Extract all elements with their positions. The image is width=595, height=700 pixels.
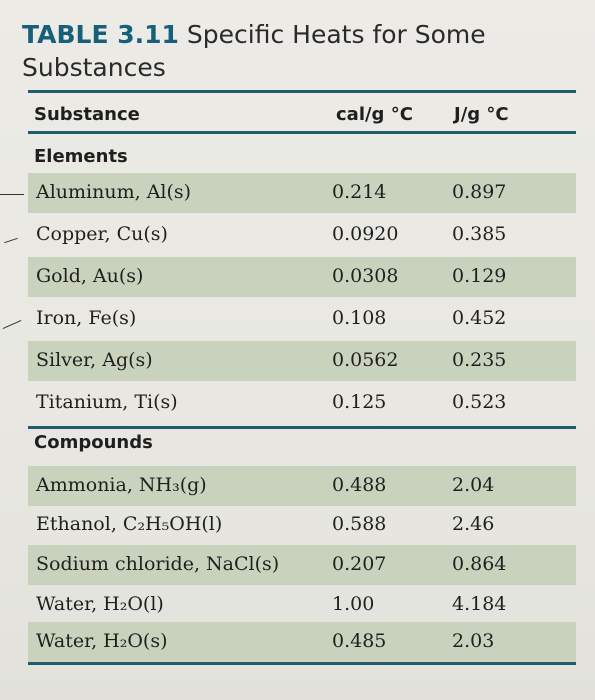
j-cell: 0.864 (452, 553, 507, 575)
top-rule (28, 90, 576, 93)
table-row: Aluminum, Al(s) 0.214 0.897 (28, 173, 576, 213)
j-cell: 0.235 (452, 349, 507, 371)
header-substance: Substance (34, 104, 140, 125)
pencil-mark (0, 194, 24, 195)
substance-cell: Iron, Fe(s) (36, 307, 137, 329)
header-rule (28, 131, 576, 134)
substance-cell: Water, H₂O(s) (36, 630, 168, 652)
table-row: Copper, Cu(s) 0.0920 0.385 (28, 215, 576, 255)
cal-cell: 0.108 (332, 307, 387, 329)
table-row: Water, H₂O(l) 1.00 4.184 (28, 585, 576, 625)
pencil-mark (2, 319, 22, 330)
pencil-mark (4, 237, 18, 244)
cal-cell: 0.0562 (332, 349, 399, 371)
section-rule (28, 426, 576, 429)
table-title-line1: Specific Heats for Some (186, 20, 486, 49)
cal-cell: 0.488 (332, 474, 387, 496)
substance-cell: Ethanol, C₂H₅OH(l) (36, 513, 223, 535)
section-elements-label: Elements (34, 146, 128, 167)
cal-cell: 0.485 (332, 630, 387, 652)
j-cell: 0.452 (452, 307, 507, 329)
j-cell: 0.523 (452, 391, 507, 413)
table-row: Ammonia, NH₃(g) 0.488 2.04 (28, 466, 576, 506)
bottom-rule (28, 662, 576, 665)
table-row: Water, H₂O(s) 0.485 2.03 (28, 622, 576, 662)
section-compounds-label: Compounds (34, 432, 153, 453)
cal-cell: 0.125 (332, 391, 387, 413)
cal-cell: 0.207 (332, 553, 387, 575)
table-row: Silver, Ag(s) 0.0562 0.235 (28, 341, 576, 381)
j-cell: 2.03 (452, 630, 495, 652)
table-row: Sodium chloride, NaCl(s) 0.207 0.864 (28, 545, 576, 585)
j-cell: 2.46 (452, 513, 495, 535)
substance-cell: Titanium, Ti(s) (36, 391, 178, 413)
cal-cell: 0.588 (332, 513, 387, 535)
substance-cell: Copper, Cu(s) (36, 223, 168, 245)
table-row: Gold, Au(s) 0.0308 0.129 (28, 257, 576, 297)
cal-cell: 0.0308 (332, 265, 399, 287)
substance-cell: Gold, Au(s) (36, 265, 144, 287)
header-j-per-g-c: J/g °C (454, 104, 509, 125)
table-row: Iron, Fe(s) 0.108 0.452 (28, 299, 576, 339)
table-title-line2: Substances (22, 53, 166, 82)
table-label: TABLE 3.11 (22, 20, 179, 49)
j-cell: 0.897 (452, 181, 507, 203)
table-title: TABLE 3.11 Specific Heats for Some Substa… (22, 18, 542, 84)
table-row: Ethanol, C₂H₅OH(l) 0.588 2.46 (28, 505, 576, 545)
j-cell: 0.385 (452, 223, 507, 245)
substance-cell: Aluminum, Al(s) (36, 181, 192, 203)
table-row: Titanium, Ti(s) 0.125 0.523 (28, 383, 576, 423)
j-cell: 0.129 (452, 265, 507, 287)
table-header: Substance cal/g °C J/g °C (28, 96, 576, 130)
substance-cell: Sodium chloride, NaCl(s) (36, 553, 280, 575)
substance-cell: Silver, Ag(s) (36, 349, 153, 371)
cal-cell: 0.0920 (332, 223, 399, 245)
cal-cell: 1.00 (332, 593, 375, 615)
header-cal-per-g-c: cal/g °C (336, 104, 413, 125)
j-cell: 2.04 (452, 474, 495, 496)
j-cell: 4.184 (452, 593, 507, 615)
substance-cell: Ammonia, NH₃(g) (36, 474, 207, 496)
substance-cell: Water, H₂O(l) (36, 593, 164, 615)
cal-cell: 0.214 (332, 181, 387, 203)
